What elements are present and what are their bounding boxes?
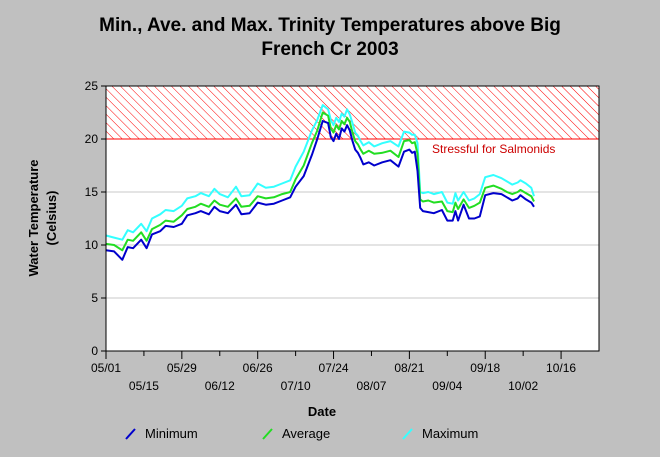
y-tick-label: 10 — [85, 238, 99, 252]
x-tick-label: 06/26 — [243, 361, 273, 375]
legend-label: Minimum — [145, 426, 198, 441]
x-tick-label: 08/07 — [356, 379, 386, 393]
legend-swatch-average — [262, 428, 273, 440]
legend-swatch-minimum — [125, 428, 136, 440]
series-line-minimum — [105, 120, 535, 261]
legend-label: Average — [282, 426, 330, 441]
y-axis-label-line1: Water Temperature — [26, 159, 41, 276]
x-tick-label: 09/18 — [470, 361, 500, 375]
legend: Minimum Average Maximum — [125, 426, 478, 441]
y-axis-label-line2: (Celsius) — [44, 191, 59, 246]
series-line-average — [105, 111, 535, 252]
x-tick-label: 10/16 — [546, 361, 576, 375]
series-lines — [105, 104, 535, 261]
x-tick-label: 05/15 — [129, 379, 159, 393]
x-axis-label: Date — [308, 404, 336, 419]
stress-zone-label: Stressful for Salmonids — [432, 142, 555, 156]
y-tick-label: 5 — [91, 291, 98, 305]
y-tick-label: 25 — [85, 79, 99, 93]
series-line-maximum — [105, 104, 535, 241]
x-tick-label: 07/10 — [281, 379, 311, 393]
y-tick-label: 20 — [85, 132, 99, 146]
x-axis-ticks: 05/01 05/29 06/26 07/24 08/21 09/18 10/16 05/15… — [91, 351, 576, 393]
legend-label: Maximum — [422, 426, 478, 441]
y-axis-ticks: 0 5 10 15 20 25 — [85, 79, 106, 358]
x-tick-label: 10/02 — [508, 379, 538, 393]
x-tick-label: 07/24 — [319, 361, 349, 375]
x-tick-label: 05/01 — [91, 361, 121, 375]
x-tick-label: 06/12 — [205, 379, 235, 393]
x-tick-label: 05/29 — [167, 361, 197, 375]
x-tick-label: 09/04 — [432, 379, 462, 393]
y-tick-label: 0 — [91, 344, 98, 358]
plot-border — [105, 85, 600, 352]
x-tick-label: 08/21 — [394, 361, 424, 375]
legend-swatch-maximum — [402, 428, 413, 440]
chart-title-line2: French Cr 2003 — [261, 39, 398, 60]
y-tick-label: 15 — [85, 185, 99, 199]
chart-title-line1: Min., Ave. and Max. Trinity Temperatures… — [99, 15, 561, 36]
